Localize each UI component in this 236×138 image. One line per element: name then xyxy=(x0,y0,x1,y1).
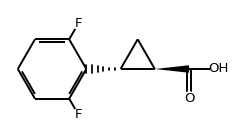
Text: OH: OH xyxy=(208,63,228,75)
Text: F: F xyxy=(75,17,82,30)
Polygon shape xyxy=(155,65,189,73)
Text: O: O xyxy=(184,92,194,105)
Circle shape xyxy=(72,17,85,29)
Circle shape xyxy=(72,109,85,121)
Text: F: F xyxy=(75,108,82,121)
Circle shape xyxy=(211,61,226,77)
Circle shape xyxy=(183,92,195,104)
